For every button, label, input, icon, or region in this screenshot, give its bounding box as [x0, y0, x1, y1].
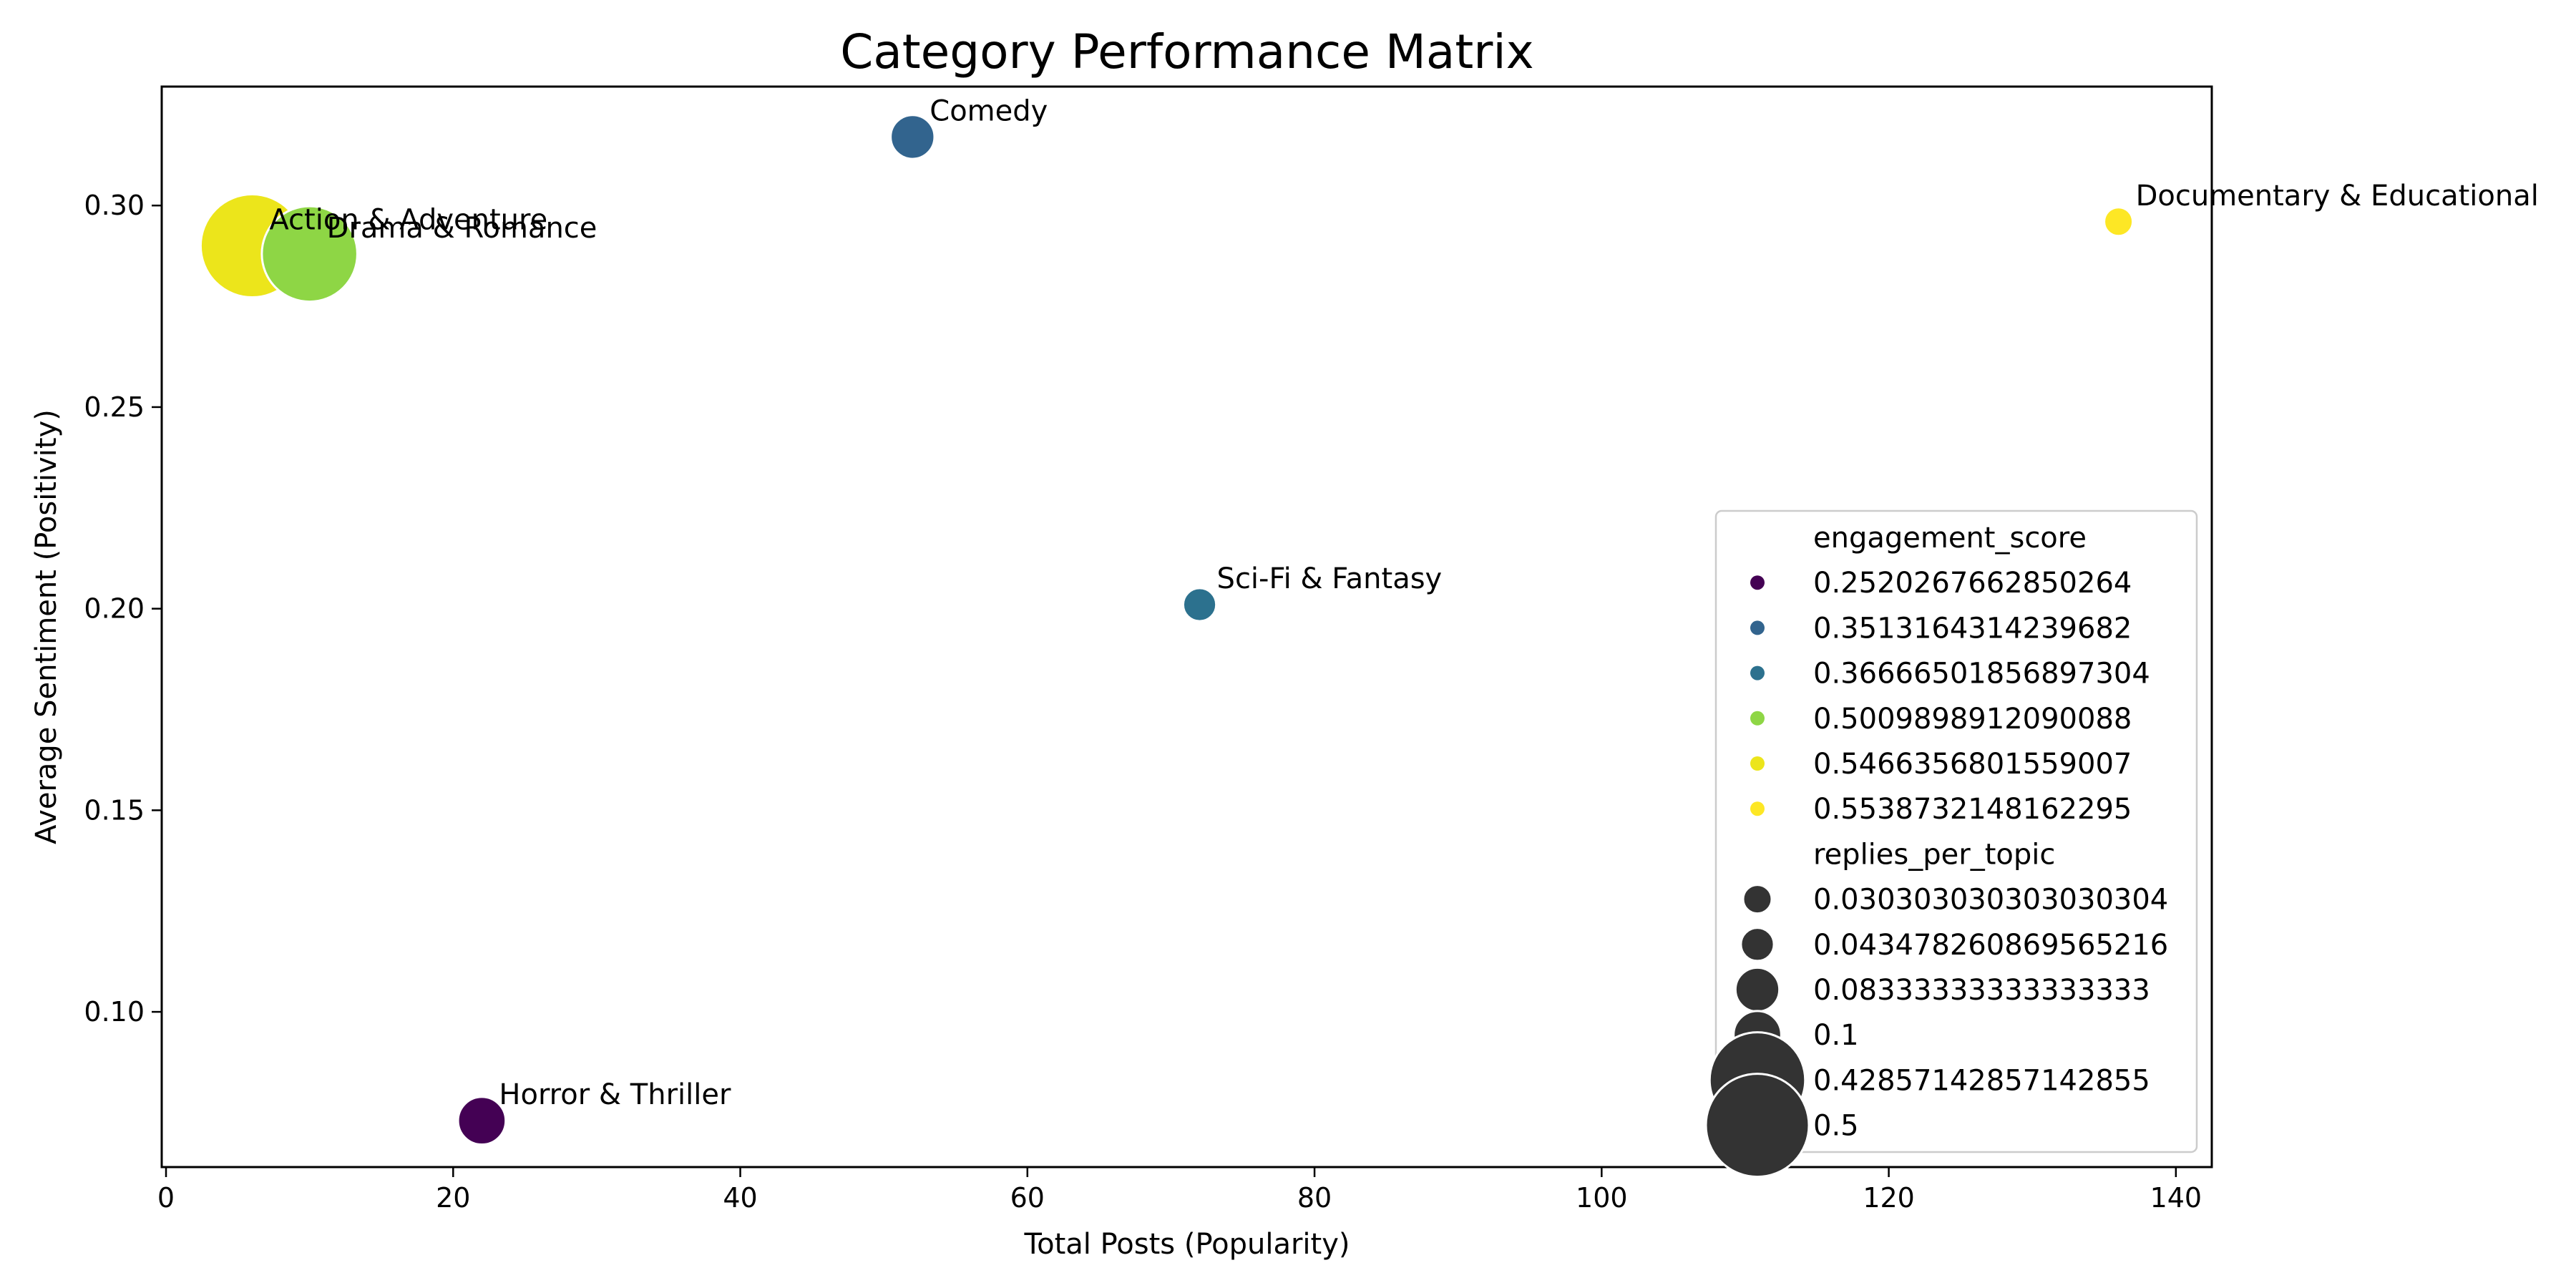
- x-tick-label: 0: [157, 1182, 175, 1214]
- legend-hue-marker: [1750, 665, 1765, 680]
- legend-size-title: replies_per_topic: [1813, 838, 2055, 871]
- scatter-point: [2103, 206, 2135, 238]
- legend-box: [1714, 509, 2198, 1153]
- x-tick-label: 140: [2150, 1182, 2202, 1214]
- y-axis-title: Average Sentiment (Positivity): [30, 409, 63, 844]
- x-tick-label: 80: [1297, 1182, 1332, 1214]
- legend-hue-marker: [1750, 575, 1765, 590]
- legend-size-marker: [1742, 884, 1773, 915]
- chart-title: Category Performance Matrix: [840, 24, 1533, 79]
- x-tick-label: 20: [436, 1182, 470, 1214]
- y-tick-label: 0.20: [84, 593, 145, 625]
- legend-hue-label: 0.3513164314239682: [1813, 612, 2132, 645]
- legend-size-marker: [1734, 966, 1781, 1013]
- point-label: Horror & Thriller: [499, 1078, 731, 1111]
- legend-size-marker: [1740, 927, 1775, 962]
- legend-hue-label: 0.5466356801559007: [1813, 748, 2132, 781]
- scatter-point: [1181, 587, 1218, 623]
- x-tick-label: 40: [723, 1182, 757, 1214]
- plot-area: 0 20 40 60 80 100 120 140 0.10 0.15 0.20 0.25 0.30 Ac…: [84, 85, 2539, 1214]
- point-label: Documentary & Educational: [2136, 180, 2539, 213]
- legend-size-label: 0.043478260869565216: [1813, 929, 2168, 962]
- y-tick-label: 0.15: [84, 794, 145, 826]
- legend-size-label: 0.1: [1813, 1019, 1859, 1052]
- legend-size-label: 0.42857142857142855: [1813, 1064, 2150, 1097]
- x-axis-title: Total Posts (Popularity): [1023, 1228, 1350, 1261]
- legend-hue-label: 0.2520267662850264: [1813, 567, 2132, 600]
- x-tick-label: 60: [1010, 1182, 1045, 1214]
- legend-hue-label: 0.36666501856897304: [1813, 658, 2150, 691]
- plot-frame: [160, 85, 2213, 1169]
- point-label: Drama & Romance: [327, 212, 597, 245]
- legend-size-label: 0.030303030303030304: [1813, 884, 2168, 917]
- legend-hue-marker: [1750, 711, 1765, 726]
- legend-hue-label: 0.5538732148162295: [1813, 793, 2132, 826]
- y-tick-label: 0.25: [84, 391, 145, 423]
- legend-hue-marker: [1750, 756, 1765, 771]
- x-tick-label: 100: [1576, 1182, 1628, 1214]
- legend-hue-marker: [1750, 801, 1765, 816]
- legend: engagement_score 0.2520267662850264 0.3513…: [1704, 509, 2198, 1179]
- scatter-point: [260, 205, 358, 303]
- legend-hue-title: engagement_score: [1813, 522, 2087, 555]
- legend-hue-marker: [1750, 620, 1765, 635]
- point-label: Action & Adventure: [269, 204, 547, 237]
- legend-size-marker: [1704, 1073, 1810, 1179]
- legend-hue-label: 0.5009898912090088: [1813, 703, 2132, 736]
- point-label: Sci-Fi & Fantasy: [1217, 562, 1443, 595]
- legend-size-label: 0.5: [1813, 1110, 1859, 1143]
- y-tick-label: 0.10: [84, 996, 145, 1028]
- y-tick-label: 0.30: [84, 190, 145, 221]
- x-tick-label: 120: [1863, 1182, 1915, 1214]
- point-label: Comedy: [930, 94, 1048, 127]
- scatter-point: [457, 1096, 507, 1146]
- scatter-point: [889, 114, 936, 160]
- legend-size-label: 0.08333333333333333: [1813, 974, 2150, 1007]
